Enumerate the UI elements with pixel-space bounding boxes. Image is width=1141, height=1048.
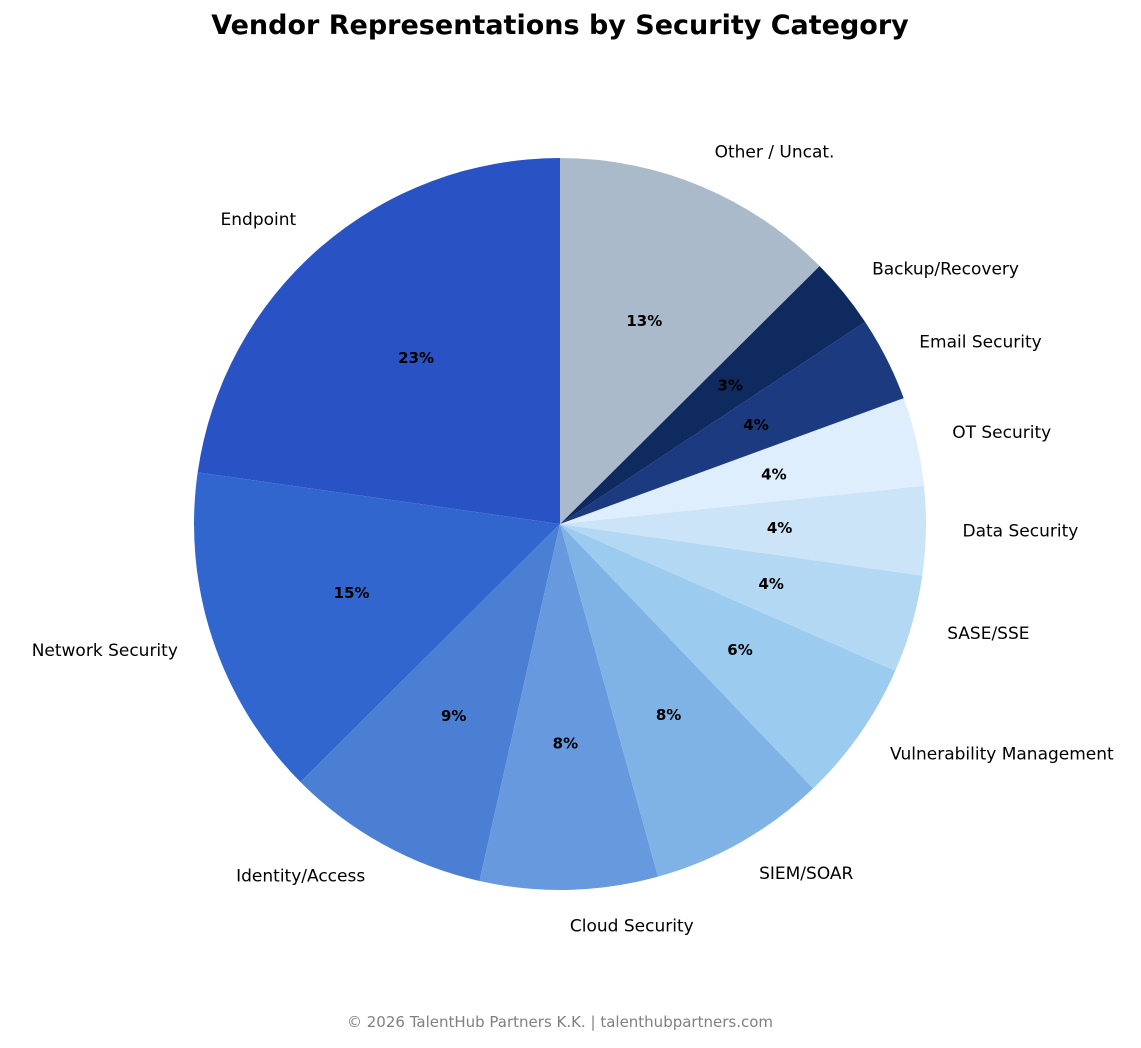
slice-category-label: Network Security: [32, 641, 178, 661]
slice-percentage: 15%: [334, 584, 370, 602]
slice-category-label: OT Security: [952, 423, 1051, 443]
pie-slice-siem-soar: [560, 524, 814, 877]
slice-percentage: 8%: [656, 706, 681, 724]
slice-percentage: 4%: [761, 465, 786, 483]
slice-category-label: Data Security: [963, 521, 1079, 541]
slice-percentage: 23%: [398, 349, 434, 367]
pie-slice-network-security: [194, 472, 560, 782]
pie-slices: [194, 158, 927, 891]
slice-percentage: 4%: [767, 519, 792, 537]
slice-percentage: 13%: [626, 312, 662, 330]
slice-percentage: 4%: [758, 575, 783, 593]
chart-title: Vendor Representations by Security Categ…: [211, 10, 909, 41]
pie-slice-sase-sse: [560, 524, 923, 671]
slice-category-label: Cloud Security: [570, 917, 694, 937]
slice-category-label: Backup/Recovery: [872, 260, 1019, 280]
pie-slice-other-uncat: [560, 158, 820, 524]
slice-percentage: 6%: [727, 641, 752, 659]
slice-percentage: 4%: [743, 416, 768, 434]
pie-slice-cloud-security: [479, 524, 658, 891]
slice-category-label: SASE/SSE: [947, 624, 1029, 644]
slice-category-label: SIEM/SOAR: [759, 864, 853, 884]
slice-percentage: 8%: [553, 735, 578, 753]
slice-category-label: Identity/Access: [236, 866, 365, 886]
slice-category-label: Other / Uncat.: [715, 142, 835, 162]
slice-percentage: 3%: [717, 376, 742, 394]
slice-category-label: Endpoint: [221, 210, 297, 230]
pie-slice-data-security: [560, 485, 927, 576]
percentage-labels: 23% 15% 9% 8% 8% 6% 4% 4% 4% 4% 3% 13%: [334, 312, 793, 752]
slice-category-label: Email Security: [919, 332, 1041, 352]
pie-slice-identity-access: [300, 524, 560, 882]
footer-copyright: © 2026 TalentHub Partners K.K. | talenth…: [346, 1013, 773, 1031]
pie-slice-backup-recovery: [560, 266, 866, 524]
slice-percentage: 9%: [441, 707, 466, 725]
slice-category-label: Vulnerability Management: [890, 745, 1114, 765]
pie-slice-vulnerability-management: [560, 524, 896, 789]
category-labels: Endpoint Network Security Identity/Access C…: [32, 142, 1114, 936]
pie-slice-ot-security: [560, 398, 924, 524]
pie-slice-endpoint: [197, 158, 561, 524]
pie-slice-email-security: [560, 321, 904, 524]
